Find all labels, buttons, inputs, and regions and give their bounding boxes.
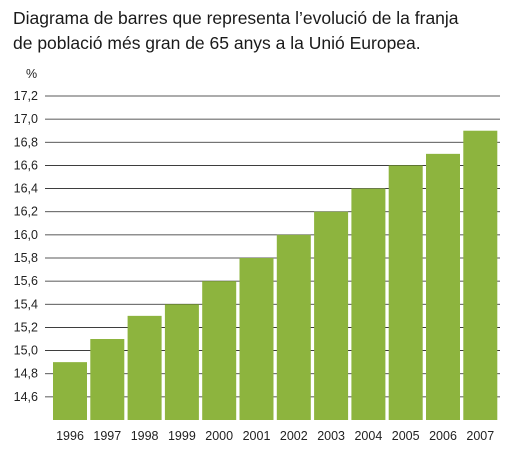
y-tick-label: 16,0 (14, 228, 38, 242)
x-tick-label: 1999 (168, 429, 196, 443)
bar-2003 (314, 211, 349, 420)
y-tick-label: 16,4 (14, 182, 38, 196)
y-tick-label: 16,8 (14, 135, 38, 149)
bars (53, 130, 498, 420)
bar-1997 (90, 339, 125, 420)
bar-2001 (239, 258, 274, 420)
bar-2002 (276, 234, 311, 420)
chart-title-line-2: de població més gran de 65 anys a la Uni… (13, 33, 421, 53)
x-axis-tick-labels: 1996 1997 1998 1999 2000 2001 2002 2003 2004 2005… (56, 429, 494, 443)
y-tick-label: 15,8 (14, 251, 38, 265)
x-tick-label: 1998 (131, 429, 159, 443)
y-axis-tick-labels: 14,6 14,8 15,0 15,2 15,4 15,6 15,8 16,0 16,2 16,4… (14, 89, 38, 404)
bar-2000 (202, 281, 237, 420)
x-tick-label: 1996 (56, 429, 84, 443)
y-tick-label: 16,6 (14, 158, 38, 172)
bar-1996 (53, 362, 87, 420)
y-tick-label: 15,2 (14, 320, 38, 334)
y-tick-label: 17,2 (14, 89, 38, 103)
bar-2006 (426, 153, 460, 420)
chart-title-line-1: Diagrama de barres que representa l’evol… (13, 8, 459, 28)
y-tick-label: 15,6 (14, 274, 38, 288)
bar-2007 (463, 130, 498, 420)
x-tick-label: 2000 (205, 429, 233, 443)
y-tick-label: 16,2 (14, 205, 38, 219)
bar-2005 (388, 165, 423, 420)
bar-1998 (127, 315, 162, 420)
y-tick-label: 15,4 (14, 297, 38, 311)
x-tick-label: 1997 (93, 429, 121, 443)
x-tick-label: 2001 (243, 429, 271, 443)
x-tick-label: 2005 (392, 429, 420, 443)
x-tick-label: 2003 (317, 429, 345, 443)
y-axis-label: % (26, 67, 37, 81)
y-tick-label: 14,6 (14, 390, 38, 404)
y-tick-label: 17,0 (14, 112, 38, 126)
x-tick-label: 2007 (466, 429, 494, 443)
bar-2004 (351, 188, 386, 420)
chart-title: Diagrama de barres que representa l’evol… (13, 6, 503, 56)
x-tick-label: 2004 (354, 429, 382, 443)
x-tick-label: 2006 (429, 429, 457, 443)
y-tick-label: 15,0 (14, 344, 38, 358)
bar-1999 (164, 304, 199, 420)
x-tick-label: 2002 (280, 429, 308, 443)
y-tick-label: 14,8 (14, 367, 38, 381)
